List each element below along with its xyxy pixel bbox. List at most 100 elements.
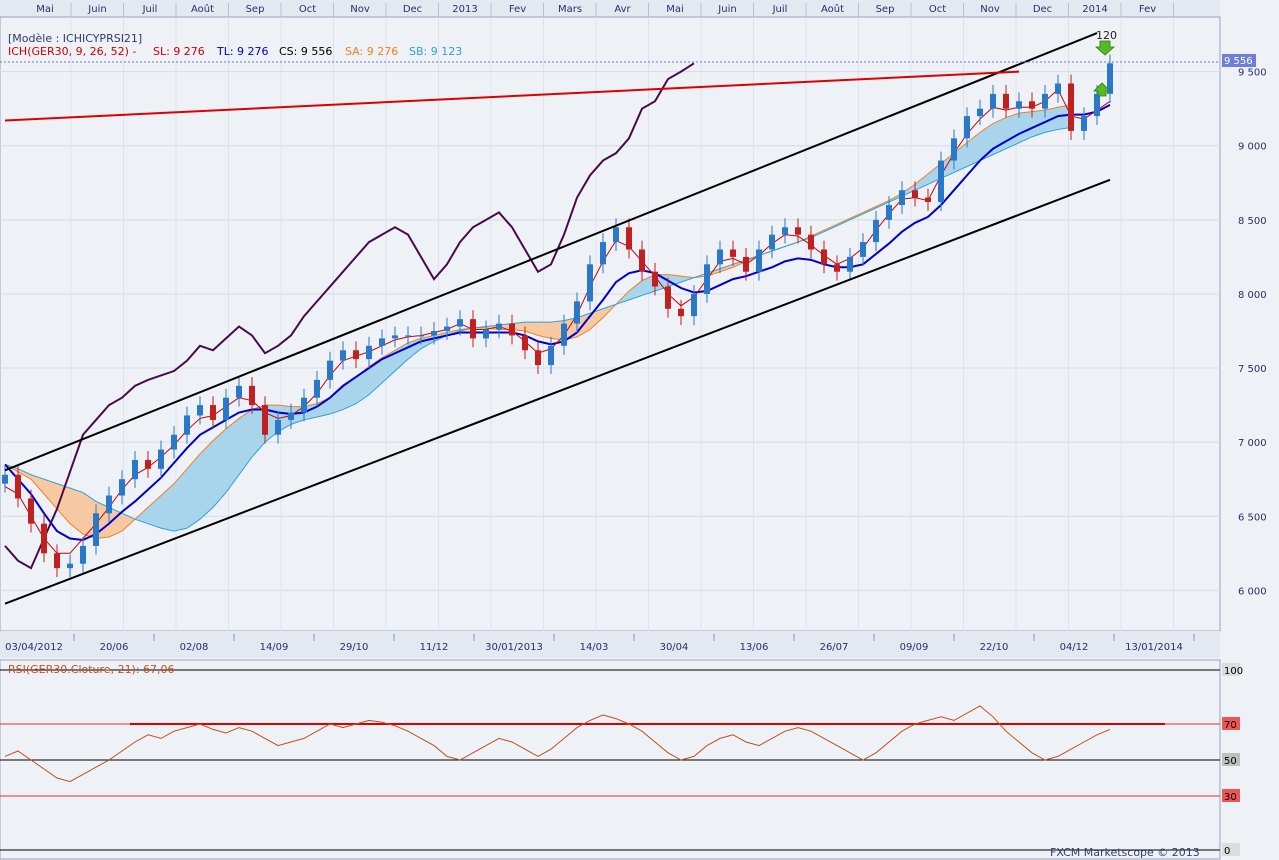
candle-body (93, 513, 99, 546)
candle-body (1107, 63, 1113, 94)
price-badge (1222, 54, 1256, 67)
date-label: 14/03 (580, 642, 609, 653)
model-label: [Modèle : ICHICYPRSI21] (8, 32, 142, 45)
month-label: Mai (36, 4, 54, 15)
candle-body (821, 249, 827, 265)
cloud-segment (902, 184, 915, 197)
candle-body (1081, 116, 1087, 131)
price-tick-label: 8 000 (1238, 290, 1267, 301)
price-axis: 6 000 6 500 7 000 7 500 8 000 8 500 9 000 9 500 (1238, 68, 1267, 598)
month-label: Fev (509, 4, 526, 15)
candle-body (158, 449, 164, 469)
month-label: Oct (299, 4, 316, 15)
candle-body (431, 331, 437, 336)
cloud-segment (590, 308, 603, 330)
candle-body (535, 350, 541, 366)
month-label: Nov (350, 4, 370, 15)
candle-body (561, 323, 567, 346)
candle-body (366, 345, 372, 360)
sl-value: SL: 9 276 (153, 45, 205, 58)
cloud-segment (148, 495, 161, 529)
candle-body (522, 335, 528, 351)
candle-body (314, 379, 320, 398)
date-label: 26/07 (820, 642, 849, 653)
cloud-segment (967, 132, 980, 167)
candle-body (301, 397, 307, 413)
month-label: Sep (246, 4, 265, 15)
month-label: Fev (1139, 4, 1156, 15)
date-label: 13/01/2014 (1125, 642, 1183, 653)
candle-body (652, 271, 658, 287)
month-label: 2014 (1082, 4, 1107, 15)
rsi-axis: 0 30 50 70 100 (1222, 663, 1243, 857)
rsi-tick-label: 70 (1224, 720, 1237, 731)
date-label: 09/09 (900, 642, 929, 653)
cloud-segment (1019, 111, 1032, 143)
date-label: 14/09 (260, 642, 289, 653)
rsi-tick-label: 0 (1224, 846, 1230, 857)
candle-body (990, 93, 996, 109)
candle-body (1029, 101, 1035, 109)
price-tick-label: 7 000 (1238, 438, 1267, 449)
month-label: Avr (614, 4, 631, 15)
candle-body (405, 335, 411, 337)
candle-body (756, 249, 762, 272)
candle-body (977, 108, 983, 117)
candle-body (873, 219, 879, 243)
month-label: Juin (717, 4, 736, 15)
candle-body (912, 190, 918, 198)
price-tick-label: 9 500 (1238, 68, 1267, 79)
cloud-segment (330, 387, 343, 414)
candle-body (28, 498, 34, 524)
date-label: 11/12 (420, 642, 449, 653)
chikou-span (4, 62, 695, 570)
date-label: 13/06 (740, 642, 769, 653)
cloud-segment (44, 479, 57, 509)
cloud-segment (57, 483, 70, 524)
rsi-label: RSI(GER30.Cloture, 21): 67,06 (8, 663, 175, 676)
price-tick-label: 7 500 (1238, 364, 1267, 375)
candle-body (782, 227, 788, 235)
cloud-segment (928, 163, 941, 185)
candle-body (665, 286, 671, 309)
candle-body (951, 138, 957, 161)
candles (2, 54, 1113, 578)
candle-body (80, 545, 86, 564)
candle-body (236, 385, 242, 398)
candle-body (795, 227, 801, 235)
cloud-segment (18, 468, 31, 480)
candle-body (483, 329, 489, 339)
rsi-grid (0, 669, 1220, 851)
rsi-tick-badge (1222, 789, 1240, 802)
candle-body (548, 345, 554, 366)
cloud-segment (226, 418, 239, 493)
trend-lines (4, 32, 1111, 605)
candle-body (1068, 83, 1074, 131)
cloud-segment (512, 322, 525, 331)
candle-body (67, 563, 73, 569)
month-axis-bar (0, 0, 1220, 17)
candle-body (496, 323, 502, 330)
candle-body (574, 301, 580, 324)
cloud-segment (1032, 110, 1045, 137)
date-label: 30/01/2013 (485, 642, 543, 653)
rsi-line (4, 705, 1111, 783)
candle-body (457, 319, 463, 327)
candle-body (15, 474, 21, 499)
rsi-tick-label: 100 (1224, 666, 1243, 677)
candle-body (769, 234, 775, 250)
candle-body (509, 323, 515, 336)
date-label: 20/06 (100, 642, 129, 653)
date-label: 03/04/2012 (5, 642, 63, 653)
price-tick-label: 8 500 (1238, 216, 1267, 227)
price-panel[interactable] (0, 16, 1221, 632)
price-tick-label: 9 000 (1238, 142, 1267, 153)
month-label: Oct (929, 4, 946, 15)
candle-body (197, 405, 203, 416)
cloud-segment (213, 428, 226, 508)
cs-value: CS: 9 556 (279, 45, 332, 58)
month-label: Juin (87, 4, 106, 15)
sb-value: SB: 9 123 (409, 45, 462, 58)
candle-body (392, 335, 398, 339)
